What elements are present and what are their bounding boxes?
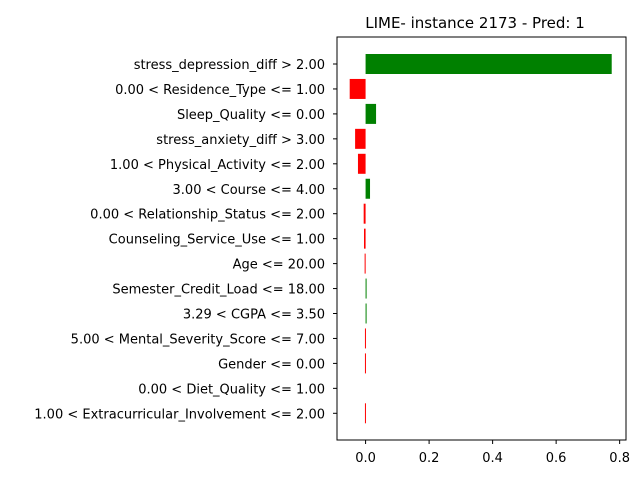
bar bbox=[355, 128, 366, 149]
y-tick-label: stress_depression_diff > 2.00 bbox=[134, 58, 325, 73]
bar bbox=[365, 178, 371, 199]
y-tick-label: Sleep_Quality <= 0.00 bbox=[177, 108, 325, 123]
bar bbox=[364, 403, 366, 424]
x-tick-label: 0.2 bbox=[419, 451, 440, 466]
y-tick-label: 3.29 < CGPA <= 3.50 bbox=[183, 308, 325, 323]
x-tick-label: 0.4 bbox=[482, 451, 503, 466]
y-tick-label: Gender <= 0.00 bbox=[218, 357, 325, 372]
bar bbox=[365, 303, 367, 324]
bar bbox=[365, 103, 377, 124]
bar bbox=[363, 203, 366, 224]
y-tick-label: 1.00 < Extracurricular_Involvement <= 2.… bbox=[34, 407, 325, 422]
x-tick-label: 0.6 bbox=[546, 451, 567, 466]
y-tick-label: 0.00 < Relationship_Status <= 2.00 bbox=[90, 208, 325, 223]
bar bbox=[365, 278, 367, 299]
bar bbox=[364, 328, 366, 349]
bar bbox=[349, 78, 366, 99]
y-tick-label: 1.00 < Physical_Activity <= 2.00 bbox=[110, 158, 325, 173]
y-tick-label: 0.00 < Diet_Quality <= 1.00 bbox=[138, 382, 325, 397]
bar bbox=[365, 54, 612, 74]
axes-frame bbox=[336, 36, 627, 441]
y-tick-label: Age <= 20.00 bbox=[233, 258, 325, 273]
x-tick-label: 0.8 bbox=[609, 451, 630, 466]
y-tick-label: 3.00 < Course <= 4.00 bbox=[173, 183, 325, 198]
y-tick-label: Semester_Credit_Load <= 18.00 bbox=[112, 283, 325, 298]
y-tick-label: Counseling_Service_Use <= 1.00 bbox=[109, 233, 325, 248]
y-tick-label: 5.00 < Mental_Severity_Score <= 7.00 bbox=[71, 332, 325, 347]
chart-title: LIME- instance 2173 - Pred: 1 bbox=[365, 14, 585, 32]
x-tick-label: 0.0 bbox=[355, 451, 376, 466]
bar bbox=[364, 353, 366, 374]
y-tick-label: 0.00 < Residence_Type <= 1.00 bbox=[115, 83, 325, 98]
bar bbox=[363, 228, 366, 249]
bar bbox=[357, 153, 366, 174]
bar bbox=[364, 253, 366, 274]
y-tick-label: stress_anxiety_diff > 3.00 bbox=[156, 133, 325, 148]
plot-area: stress_depression_diff > 2.00 0.00 < Resi… bbox=[34, 54, 630, 466]
